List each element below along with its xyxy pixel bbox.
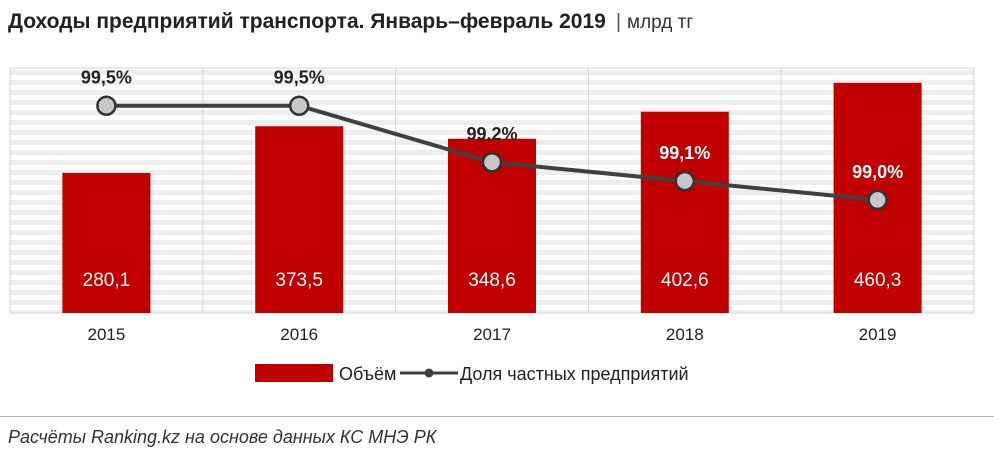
line-series: [96, 95, 888, 211]
chart-title: Доходы предприятий транспорта. Январь–фе…: [8, 10, 606, 33]
bar-value-labels: 280,1 373,5 348,6 402,6 460,3: [83, 270, 902, 291]
bar-value-label: 402,6: [661, 270, 709, 291]
x-tick-label: 2015: [87, 325, 125, 344]
x-axis-tick-labels: 2015 2016 2017 2018 2019: [87, 325, 896, 344]
legend-bar-swatch: [255, 364, 333, 382]
line-value-label: 99,1%: [659, 143, 710, 163]
x-tick-label: 2016: [280, 325, 318, 344]
line-value-label: 99,0%: [852, 162, 903, 182]
bar: [62, 172, 151, 313]
legend-bar-label: Объём: [339, 364, 396, 384]
source-note: Расчёты Ranking.kz на основе данных КС М…: [8, 427, 437, 447]
x-tick-label: 2019: [859, 325, 897, 344]
bar-value-label: 373,5: [275, 270, 323, 291]
line-value-labels: 99,5% 99,5% 99,2% 99,1% 99,0%: [81, 68, 903, 182]
line-value-label: 99,2%: [466, 124, 517, 144]
line-value-label: 99,5%: [274, 68, 325, 88]
unit-label: млрд тг: [627, 12, 694, 33]
legend-line-marker: [424, 368, 434, 378]
line-marker: [96, 95, 117, 116]
bar: [640, 111, 729, 313]
x-tick-label: 2018: [666, 325, 704, 344]
legend-line-label: Доля частных предприятий: [460, 364, 689, 384]
bar-value-label: 460,3: [854, 270, 902, 291]
line-marker: [481, 151, 503, 173]
chart-area: 280,1 373,5 348,6 402,6 460,3 99,5% 99,5% 99,2…: [9, 67, 975, 384]
title-separator: |: [615, 11, 622, 33]
bar-value-label: 348,6: [468, 270, 516, 291]
bar-value-label: 280,1: [83, 270, 131, 291]
chart-header: Доходы предприятий транспорта. Январь–фе…: [8, 10, 693, 34]
x-tick-label: 2017: [473, 325, 511, 344]
bar: [255, 126, 344, 313]
footer-divider: [0, 416, 994, 417]
line-value-label: 99,5%: [81, 68, 132, 88]
line-marker: [288, 95, 310, 116]
line-marker: [674, 170, 696, 192]
legend: Объём Доля частных предприятий: [255, 364, 689, 384]
line-marker: [867, 189, 888, 211]
